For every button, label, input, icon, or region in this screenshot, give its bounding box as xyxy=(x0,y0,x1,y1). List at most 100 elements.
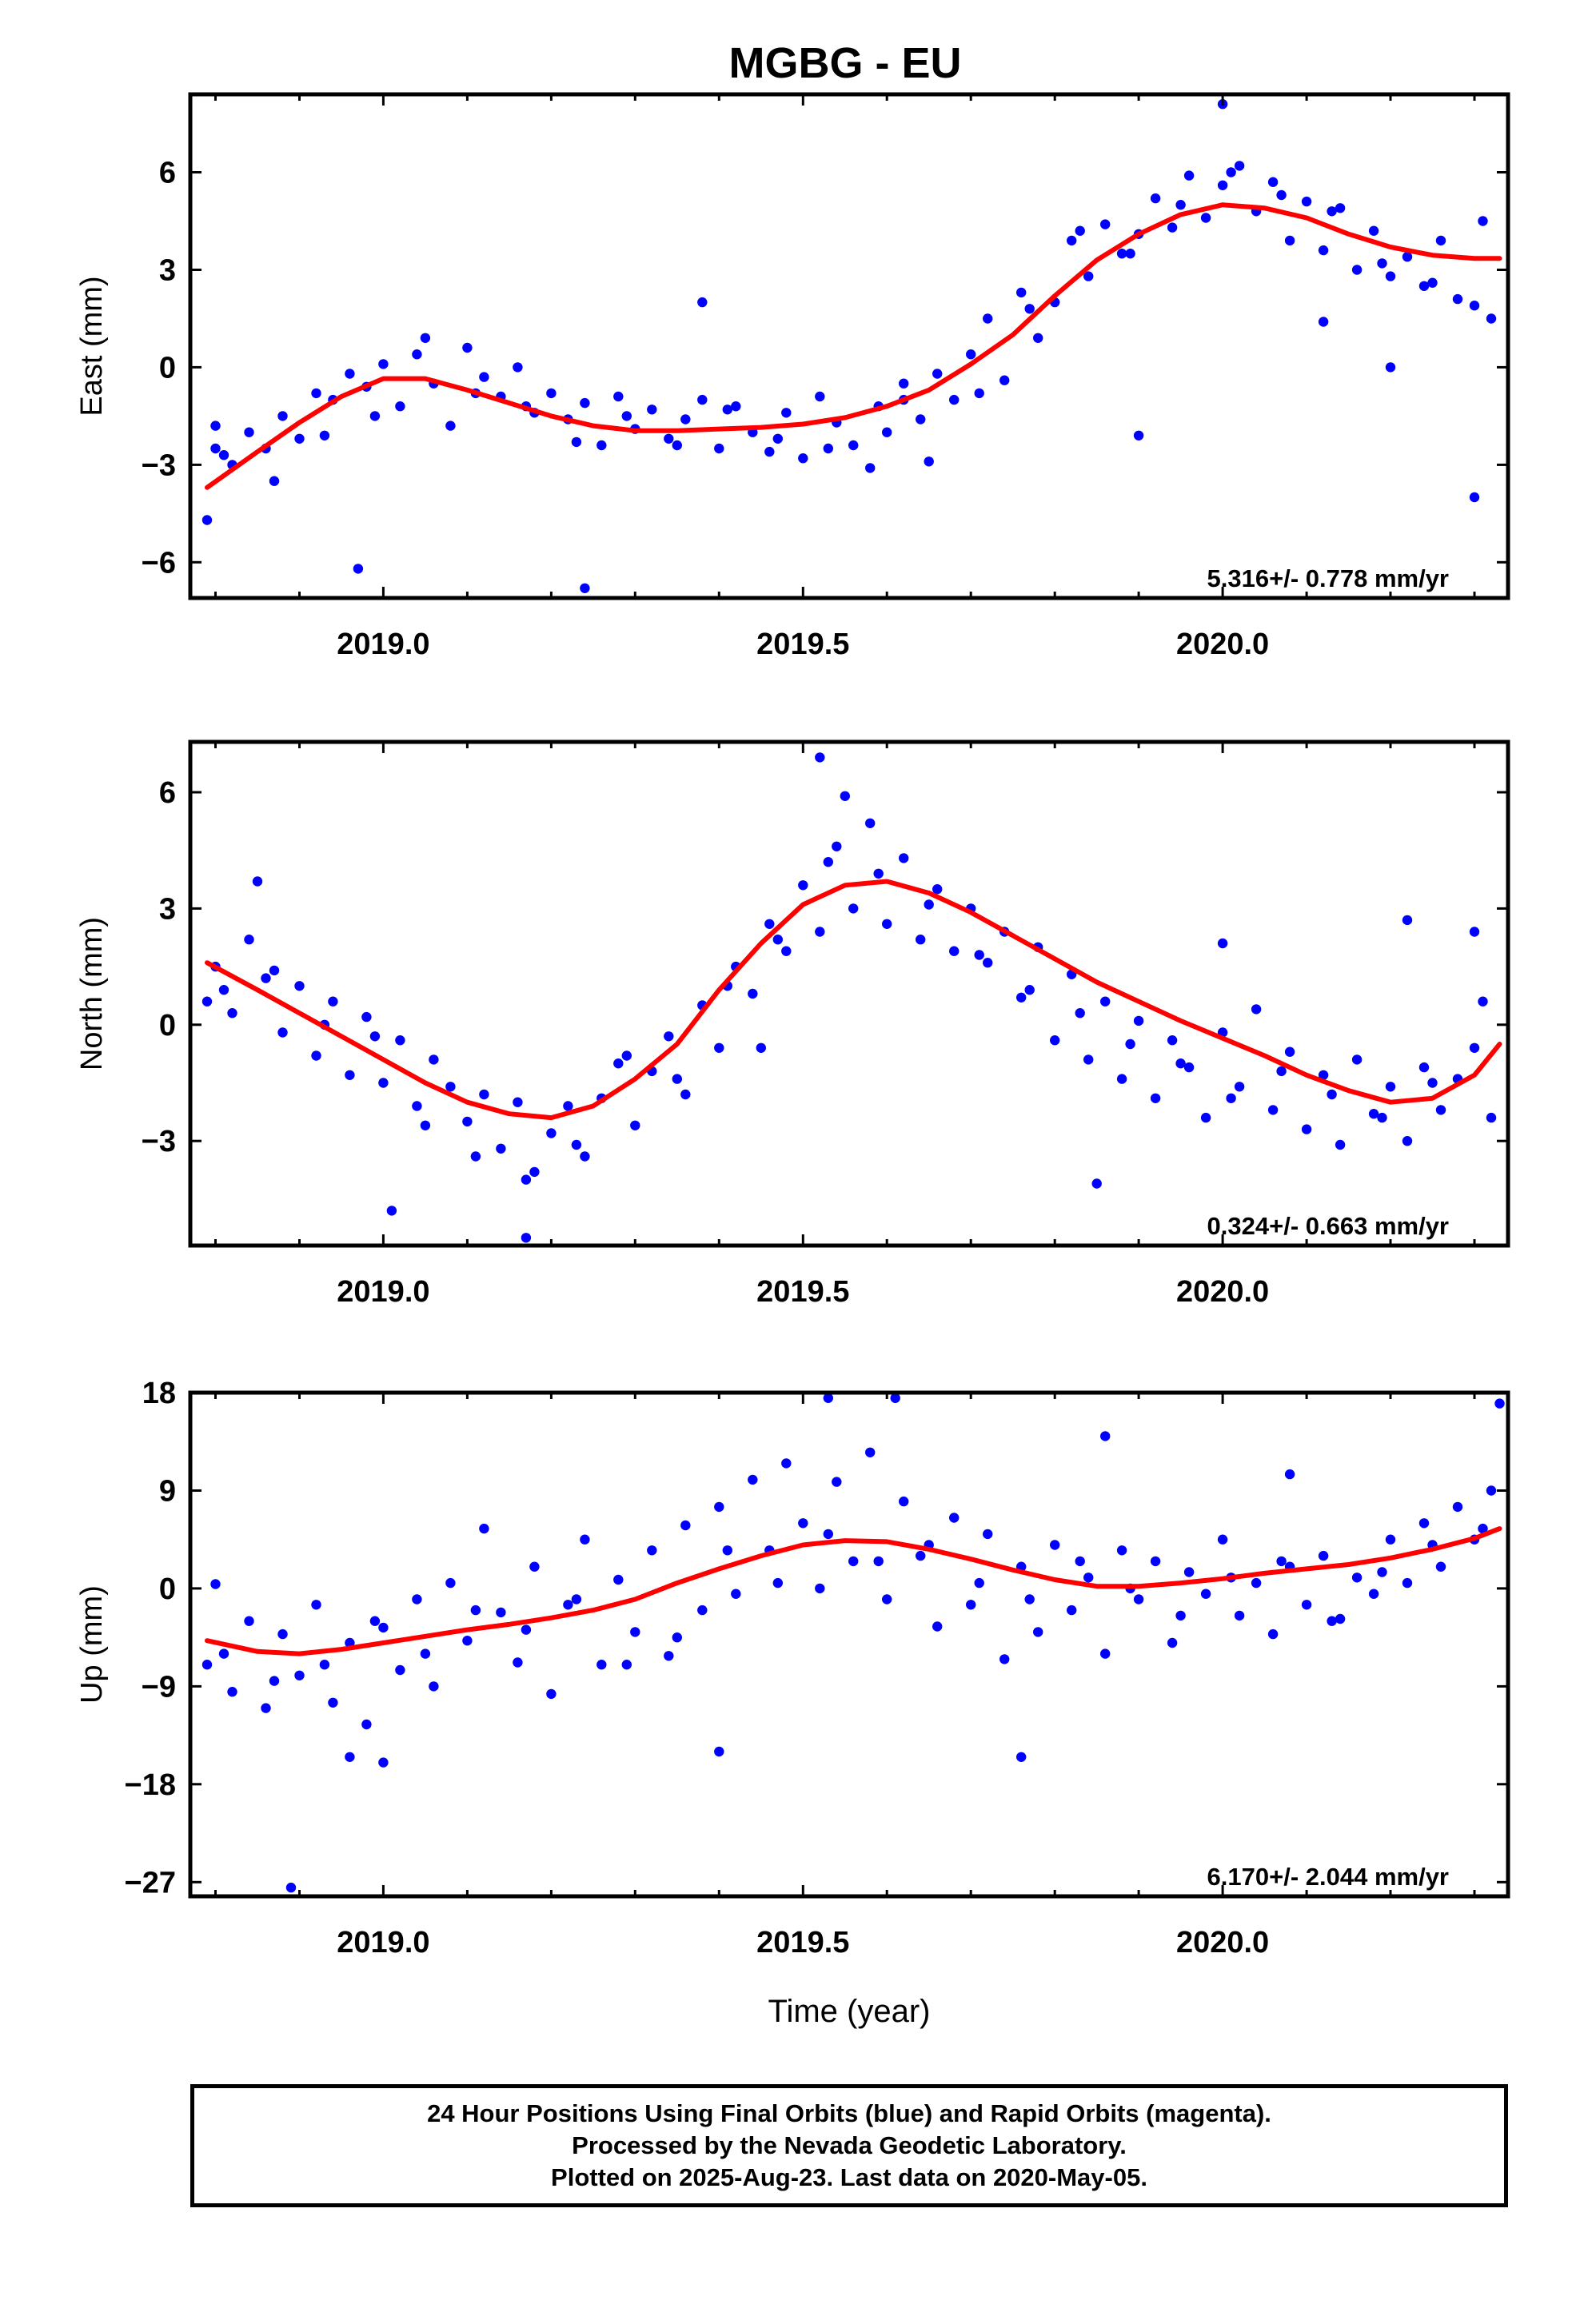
east-point xyxy=(1217,180,1228,190)
up-point xyxy=(1301,1600,1312,1610)
east-point xyxy=(815,391,825,402)
up-point xyxy=(395,1664,405,1676)
east-y-tick-label: −3 xyxy=(142,448,176,482)
east-point xyxy=(1183,170,1195,181)
up-point xyxy=(429,1681,439,1692)
north-point xyxy=(369,1031,381,1042)
east-point xyxy=(319,430,330,440)
east-point xyxy=(798,453,808,464)
north-point xyxy=(832,841,842,852)
east-y-axis-label: East (mm) xyxy=(75,276,109,416)
north-point xyxy=(571,1139,582,1150)
north-point xyxy=(1284,1046,1295,1057)
north-point xyxy=(949,946,960,956)
north-x-tick-label: 2019.5 xyxy=(756,1275,849,1309)
up-rate-label: 6.170+/- 2.044 mm/yr xyxy=(1207,1863,1449,1891)
east-point xyxy=(1175,200,1186,210)
up-point xyxy=(529,1561,540,1572)
east-y-tick-label: 6 xyxy=(159,157,176,190)
up-point xyxy=(378,1757,389,1768)
east-point xyxy=(1083,271,1094,281)
north-point xyxy=(1075,1008,1085,1018)
north-point xyxy=(1050,1035,1060,1046)
up-point xyxy=(361,1719,372,1730)
north-point xyxy=(1167,1035,1178,1046)
east-point xyxy=(924,456,934,467)
up-point xyxy=(731,1589,741,1599)
east-point xyxy=(1335,203,1346,213)
up-panel: 2019.0 2019.5 2020.0 −27 −18 −9 0 9 18 Up (mm) 6.1… xyxy=(75,1377,1510,2029)
north-point xyxy=(580,1151,590,1162)
north-point xyxy=(680,1089,691,1100)
up-point xyxy=(714,1501,724,1513)
north-point xyxy=(983,958,993,968)
east-point xyxy=(580,397,590,409)
north-point xyxy=(1267,1105,1279,1115)
up-point xyxy=(513,1657,523,1668)
east-point xyxy=(932,369,943,379)
up-point xyxy=(873,1556,884,1567)
east-point xyxy=(621,411,632,421)
up-y-tick-label: 18 xyxy=(142,1377,176,1410)
footer-line-3: Plotted on 2025-Aug-23. Last data on 202… xyxy=(551,2163,1147,2191)
up-point xyxy=(815,1583,825,1594)
east-point xyxy=(1276,189,1287,201)
north-points xyxy=(201,752,1497,1243)
north-point xyxy=(496,1143,506,1154)
up-point xyxy=(1318,1550,1329,1561)
up-point xyxy=(596,1660,607,1670)
up-point xyxy=(697,1604,708,1616)
east-point xyxy=(1116,249,1127,259)
east-y-tick-label: 0 xyxy=(159,351,176,385)
up-point xyxy=(848,1556,859,1567)
east-point xyxy=(1301,196,1312,207)
east-point xyxy=(513,362,523,373)
up-point xyxy=(1183,1567,1195,1577)
north-point xyxy=(748,988,758,999)
up-y-axis-label: Up (mm) xyxy=(75,1585,109,1704)
up-point xyxy=(1016,1752,1027,1762)
north-point xyxy=(294,981,305,991)
east-point xyxy=(1318,317,1329,327)
up-x-tick-label: 2020.0 xyxy=(1176,1926,1269,1959)
north-point xyxy=(429,1054,439,1065)
north-point xyxy=(621,1050,632,1061)
up-point xyxy=(1100,1648,1111,1659)
up-point xyxy=(319,1660,330,1670)
up-y-tick-label: −27 xyxy=(125,1866,176,1899)
north-point xyxy=(1377,1112,1387,1123)
footer-line-1: 24 Hour Positions Using Final Orbits (bl… xyxy=(427,2099,1271,2127)
north-point xyxy=(1486,1112,1497,1123)
north-point xyxy=(873,868,884,879)
east-point xyxy=(1327,206,1337,217)
north-point xyxy=(1016,992,1027,1003)
north-point xyxy=(201,996,213,1007)
north-point xyxy=(261,973,271,983)
up-point xyxy=(1478,1523,1488,1534)
east-point xyxy=(1150,193,1161,204)
north-point xyxy=(412,1101,422,1111)
east-point xyxy=(1368,225,1379,236)
north-x-tick-label: 2020.0 xyxy=(1176,1275,1269,1309)
up-point xyxy=(932,1621,943,1632)
up-point xyxy=(1276,1556,1287,1567)
up-point xyxy=(983,1529,993,1540)
east-point xyxy=(1351,265,1363,275)
north-point xyxy=(277,1027,288,1038)
east-point xyxy=(1067,235,1077,246)
up-point xyxy=(1385,1534,1396,1545)
footer-line-2: Processed by the Nevada Geodetic Laborat… xyxy=(572,2131,1127,2159)
north-point xyxy=(1217,938,1228,949)
east-point xyxy=(1267,177,1279,187)
east-y-tick-label: −6 xyxy=(142,546,176,580)
east-point xyxy=(772,433,783,444)
up-point xyxy=(1133,1594,1144,1604)
east-point xyxy=(731,401,741,412)
east-point xyxy=(764,446,775,457)
north-point xyxy=(1301,1124,1312,1134)
east-point xyxy=(353,564,364,574)
up-point xyxy=(1167,1637,1178,1648)
north-point xyxy=(269,965,280,976)
up-x-tick-label: 2019.5 xyxy=(756,1926,849,1959)
up-point xyxy=(680,1520,691,1531)
